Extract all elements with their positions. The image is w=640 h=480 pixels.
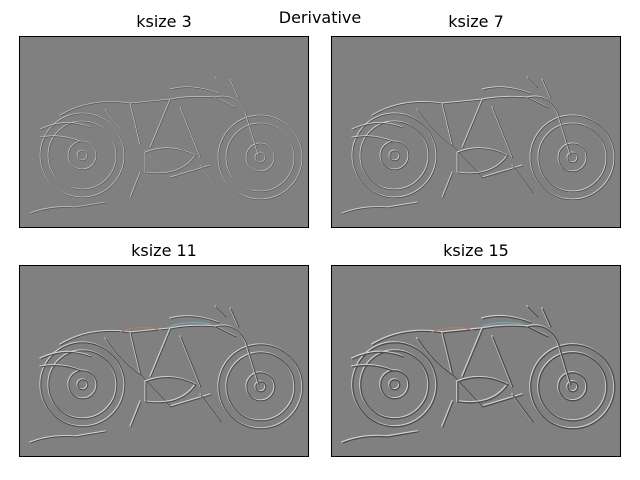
derivative-image-ksize-7 [341,76,616,215]
panel-title-ksize-7: ksize 7 [448,12,504,31]
panel-ksize-11 [19,265,309,457]
derivative-image-ksize-11 [29,305,304,444]
panel-ksize-15 [331,265,621,457]
panel-ksize-3 [19,36,309,228]
derivative-image-ksize-15 [341,305,616,444]
panel-title-ksize-15: ksize 15 [443,241,509,260]
panel-title-ksize-11: ksize 11 [131,241,197,260]
panel-ksize-7 [331,36,621,228]
derivative-image-ksize-3 [29,76,304,215]
panel-title-ksize-3: ksize 3 [136,12,192,31]
figure-suptitle: Derivative [278,8,362,27]
